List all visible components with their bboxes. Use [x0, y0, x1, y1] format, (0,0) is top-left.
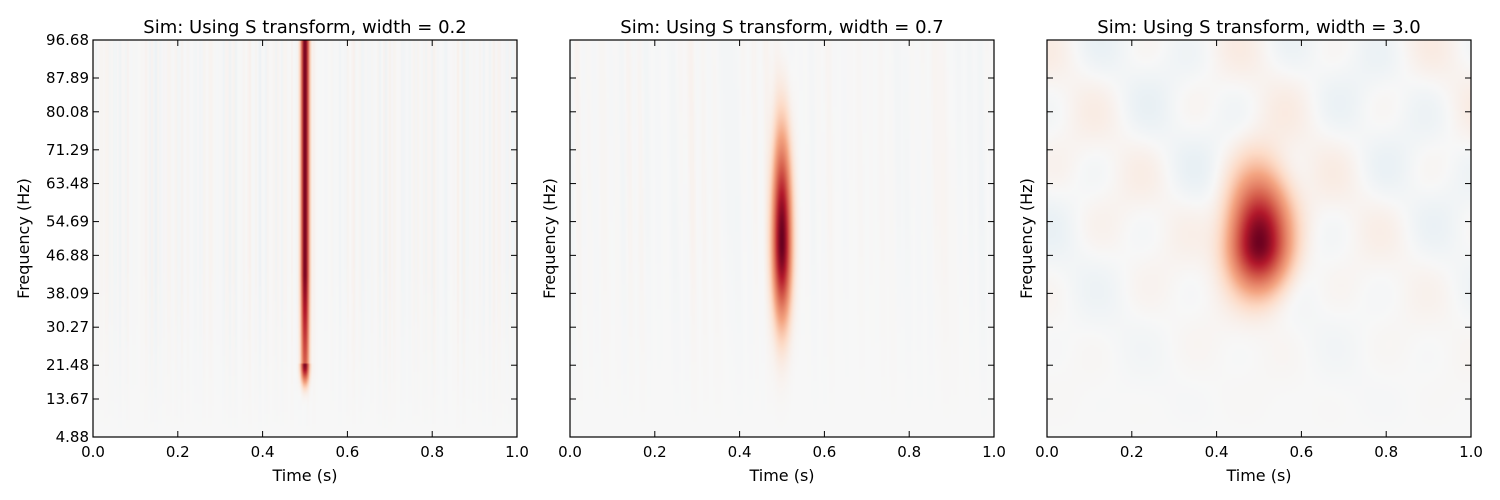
axes-frame — [1046, 39, 1472, 438]
heatmap-image — [570, 40, 994, 437]
x-tick-label: 0.0 — [558, 443, 582, 461]
x-axis-label: Time (s) — [271, 466, 337, 485]
chart-panel-2: 0.0 0.2 0.4 0.6 0.8 1.0 Sim: Using S transform… — [540, 17, 1006, 485]
y-axis-label: Frequency (Hz) — [14, 178, 33, 299]
chart-panel-3: 0.0 0.2 0.4 0.6 0.8 1.0 Sim: Using S transform… — [1017, 17, 1483, 485]
y-tick-label: 30.27 — [46, 318, 89, 336]
x-tick-label: 0.4 — [728, 443, 752, 461]
y-tick-label: 63.48 — [46, 175, 89, 193]
x-tick-label: 0.4 — [1205, 443, 1229, 461]
x-tick-label: 0.2 — [643, 443, 667, 461]
y-tick-label: 13.67 — [46, 390, 89, 408]
heatmap-image — [93, 40, 517, 437]
x-tick-label: 0.0 — [1035, 443, 1059, 461]
x-tick-label: 0.6 — [1289, 443, 1313, 461]
heatmap-image — [1047, 40, 1471, 437]
y-tick-label: 71.29 — [46, 141, 89, 159]
x-tick-label: 0.6 — [812, 443, 836, 461]
y-tick-label: 38.09 — [46, 284, 89, 302]
x-tick-label: 0.2 — [166, 443, 190, 461]
y-tick-label: 54.69 — [46, 213, 89, 231]
chart-title: Sim: Using S transform, width = 3.0 — [1097, 17, 1420, 38]
y-axis-label: Frequency (Hz) — [1017, 178, 1036, 299]
x-tick-label: 0.0 — [81, 443, 105, 461]
x-axis-label: Time (s) — [1225, 466, 1291, 485]
x-tick-label: 0.2 — [1120, 443, 1144, 461]
y-tick-label: 80.08 — [46, 103, 89, 121]
y-tick-label: 21.48 — [46, 356, 89, 374]
chart-panel-1: 0.0 0.2 0.4 0.6 0.8 1.0 4.88 13.67 21.48 30.27 38.… — [14, 17, 529, 485]
x-tick-label: 1.0 — [1459, 443, 1483, 461]
chart-title: Sim: Using S transform, width = 0.7 — [620, 17, 943, 38]
y-tick-label: 4.88 — [56, 428, 89, 446]
x-tick-label: 0.8 — [420, 443, 444, 461]
axes-frame — [569, 39, 995, 438]
y-tick-label: 87.89 — [46, 69, 89, 87]
x-tick-label: 0.4 — [251, 443, 275, 461]
chart-title: Sim: Using S transform, width = 0.2 — [143, 17, 466, 38]
x-tick-label: 0.8 — [1374, 443, 1398, 461]
y-axis-label: Frequency (Hz) — [540, 178, 559, 299]
x-axis-label: Time (s) — [748, 466, 814, 485]
x-tick-label: 1.0 — [505, 443, 529, 461]
x-tick-label: 1.0 — [982, 443, 1006, 461]
y-tick-label: 96.68 — [46, 31, 89, 49]
axes-frame — [92, 39, 518, 438]
x-tick-label: 0.6 — [335, 443, 359, 461]
y-tick-label: 46.88 — [46, 246, 89, 264]
x-tick-label: 0.8 — [897, 443, 921, 461]
